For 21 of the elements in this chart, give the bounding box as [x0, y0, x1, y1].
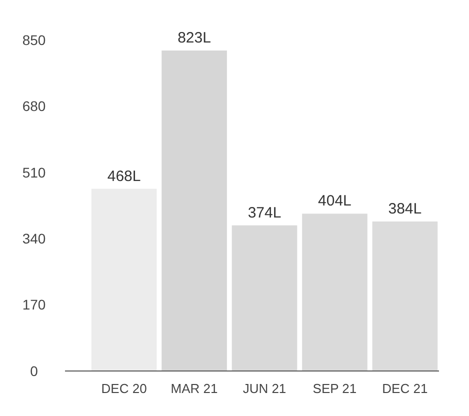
x-tick-label: DEC 21	[382, 381, 428, 396]
y-tick-label: 680	[22, 98, 46, 114]
x-tick-label: SEP 21	[312, 381, 357, 396]
y-tick-label: 850	[22, 32, 46, 48]
bar	[302, 214, 368, 371]
x-tick-label: MAR 21	[170, 381, 218, 396]
data-label: 823L	[178, 30, 211, 47]
data-label: 384L	[388, 200, 422, 218]
bar	[372, 221, 438, 371]
x-tick-label: DEC 20	[101, 381, 147, 396]
data-label: 374L	[248, 204, 282, 222]
data-label: 468L	[107, 168, 141, 185]
y-tick-label: 510	[22, 164, 46, 180]
y-tick-label: 0	[30, 362, 38, 379]
x-tick-label: JUN 21	[242, 381, 286, 396]
data-label: 404L	[318, 192, 352, 210]
bar	[162, 50, 227, 371]
bar	[91, 188, 157, 371]
bar	[232, 225, 298, 371]
y-tick-label: 170	[22, 296, 46, 313]
y-tick-label: 340	[22, 230, 46, 246]
